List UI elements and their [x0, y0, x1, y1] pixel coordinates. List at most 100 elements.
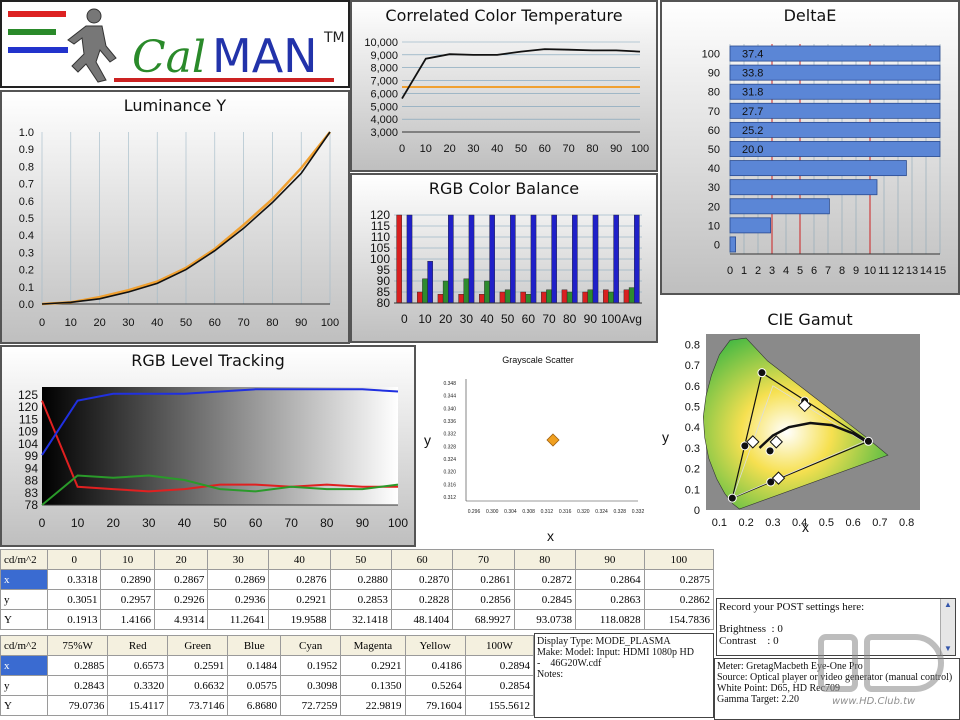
sc-y-tick: 0.312 [443, 495, 456, 501]
de-bar-label: 37.4 [742, 49, 763, 61]
trk-x-tick: 20 [107, 516, 121, 530]
table1-cell: 0.2861 [452, 569, 515, 590]
table1-cell: 0.2880 [329, 569, 392, 590]
table2-header-cell: Blue [227, 635, 281, 656]
table1-header-cell: 80 [513, 549, 576, 570]
sc-y-tick: 0.344 [443, 394, 456, 400]
trk-y-tick: 120 [18, 400, 38, 414]
meter-info-box: Meter: GretagMacbeth Eye-One Pro Source:… [714, 658, 960, 720]
table2-row[interactable]: y 0.2843 0.3320 0.6632 0.0575 0.3098 0.1350 0.5… [0, 675, 535, 696]
bal-bar [427, 260, 433, 304]
display-make: Make: Model: Input: HDMI 1080p HD [537, 647, 694, 658]
bal-bar [561, 289, 568, 304]
de-x-tick: 13 [906, 265, 918, 277]
cie-x-tick: 0.6 [845, 517, 860, 529]
bal-bar [623, 289, 630, 304]
sc-x-tick: 0.328 [614, 509, 627, 515]
cct-x-tick: 50 [515, 143, 527, 155]
de-bar-label: 25.2 [742, 125, 763, 137]
trk-x-tick: 60 [249, 516, 263, 530]
table1-cell: 4.9314 [153, 609, 209, 630]
lum-y-tick: 0.0 [19, 299, 34, 311]
sc-x-tick: 0.312 [541, 509, 554, 515]
table1-cell: 0.2936 [207, 589, 270, 610]
cie-measured-point [740, 441, 750, 451]
bal-bar [634, 214, 640, 304]
logo-graphic: Cal MAN TM [8, 8, 345, 83]
cct-y-tick: 4,000 [370, 114, 398, 126]
table1-cell: 0.2921 [268, 589, 331, 610]
bal-bar [504, 289, 511, 304]
table2-header-cell: cd/m^2 [0, 635, 48, 656]
cct-x-tick: 90 [610, 143, 622, 155]
table1-row[interactable]: y 0.3051 0.2957 0.2926 0.2936 0.2921 0.2853 0.2… [0, 589, 715, 610]
de-y-tick: 90 [708, 68, 720, 80]
scroll-down-icon[interactable]: ▼ [944, 644, 952, 653]
cct-y-tick: 8,000 [370, 63, 398, 75]
table2-row-label[interactable]: Y [0, 695, 48, 716]
scatter-title: Grayscale Scatter [502, 355, 574, 365]
lum-y-tick: 0.8 [19, 161, 34, 173]
cct-chart: 10,0009,0008,0007,0006,0005,0004,0003,00… [364, 37, 649, 155]
cie-measured-point [757, 368, 767, 378]
de-bar [729, 236, 736, 253]
de-x-tick: 8 [839, 265, 845, 277]
sc-y-tick: 0.336 [443, 419, 456, 425]
bal-bar [587, 289, 594, 304]
de-x-tick: 0 [727, 265, 733, 277]
table1-row[interactable]: Y 0.1913 1.4166 4.9314 11.2641 19.9588 32.1418… [0, 609, 715, 630]
cie-y-tick: 0.4 [685, 422, 700, 434]
table1-cell: 0.2876 [268, 569, 331, 590]
table2-cell: 0.2885 [46, 655, 109, 676]
logo-blue-bar [8, 47, 68, 53]
cie-y-tick: 0.3 [685, 443, 700, 455]
table1-cell: 48.1404 [390, 609, 454, 630]
cie-locus [702, 337, 889, 510]
post-brightness: Brightness : 0 [719, 623, 783, 635]
table1-row-label[interactable]: Y [0, 609, 48, 630]
cie-chart: 0.8 0.7 0.6 0.5 0.4 0.3 0.2 0.1 0 0.1 0.2 0.3 0.4 0.5… [662, 334, 920, 535]
table1-row[interactable]: x 0.3318 0.2890 0.2867 0.2869 0.2876 0.2880 0.2… [0, 569, 715, 590]
cct-x-tick: 80 [586, 143, 598, 155]
bal-x-tick: 0 [401, 312, 408, 326]
table2-row[interactable]: Y 79.0736 15.4117 73.7146 6.8680 72.7259 22.98… [0, 695, 535, 716]
rgb-tracking-panel: RGB Level Tracking 125 120 115 109 104 99 94 88… [0, 345, 416, 547]
table2-row[interactable]: x 0.2885 0.6573 0.2591 0.1484 0.1952 0.2921 0.4… [0, 655, 535, 676]
table1-header-cell: 60 [390, 549, 454, 570]
table1-row-label[interactable]: x [0, 569, 48, 590]
de-x-tick: 14 [920, 265, 932, 277]
trk-green-line [41, 474, 399, 506]
de-bar [729, 121, 941, 138]
de-bar [729, 45, 941, 62]
de-bar [729, 102, 941, 119]
trk-x-tick: 10 [71, 516, 85, 530]
table1-row-label[interactable]: y [0, 589, 48, 610]
scroll-up-icon[interactable]: ▲ [944, 600, 952, 609]
table1-header-cell: 10 [100, 549, 155, 570]
table2-cell: 15.4117 [107, 695, 169, 716]
table1-cell: 0.2872 [513, 569, 576, 590]
table1-header-cell: 100 [643, 549, 715, 570]
post-prompt: Record your POST settings here: [719, 601, 865, 613]
lum-y-tick: 0.2 [19, 265, 34, 277]
bal-x-tick: Avg [621, 312, 641, 326]
post-settings-box[interactable]: Record your POST settings here: Brightne… [716, 598, 956, 656]
table1-cell: 32.1418 [329, 609, 392, 630]
table2-cell: 79.0736 [46, 695, 109, 716]
table2-row-label[interactable]: x [0, 655, 48, 676]
cct-panel: Correlated Color Temperature 10,000 9,000… [350, 0, 658, 172]
de-y-tick: 0 [714, 239, 720, 251]
sc-y-tick: 0.320 [443, 470, 456, 476]
de-x-tick: 4 [783, 265, 789, 277]
table2-row-label[interactable]: y [0, 675, 48, 696]
bal-bar [489, 214, 495, 304]
cie-y-tick: 0 [694, 505, 700, 517]
table1-cell: 0.3051 [46, 589, 102, 610]
rgb-balance-panel: RGB Color Balance 120 115 110 105 100 95 90 85 8… [350, 173, 658, 343]
running-man-icon [67, 8, 117, 83]
lum-x-tick: 60 [209, 317, 221, 329]
trk-y-tick: 109 [18, 425, 38, 439]
trk-y-tick: 83 [25, 486, 39, 500]
post-scrollbar[interactable]: ▲ ▼ [940, 599, 955, 655]
trk-y-tick: 104 [18, 437, 38, 451]
